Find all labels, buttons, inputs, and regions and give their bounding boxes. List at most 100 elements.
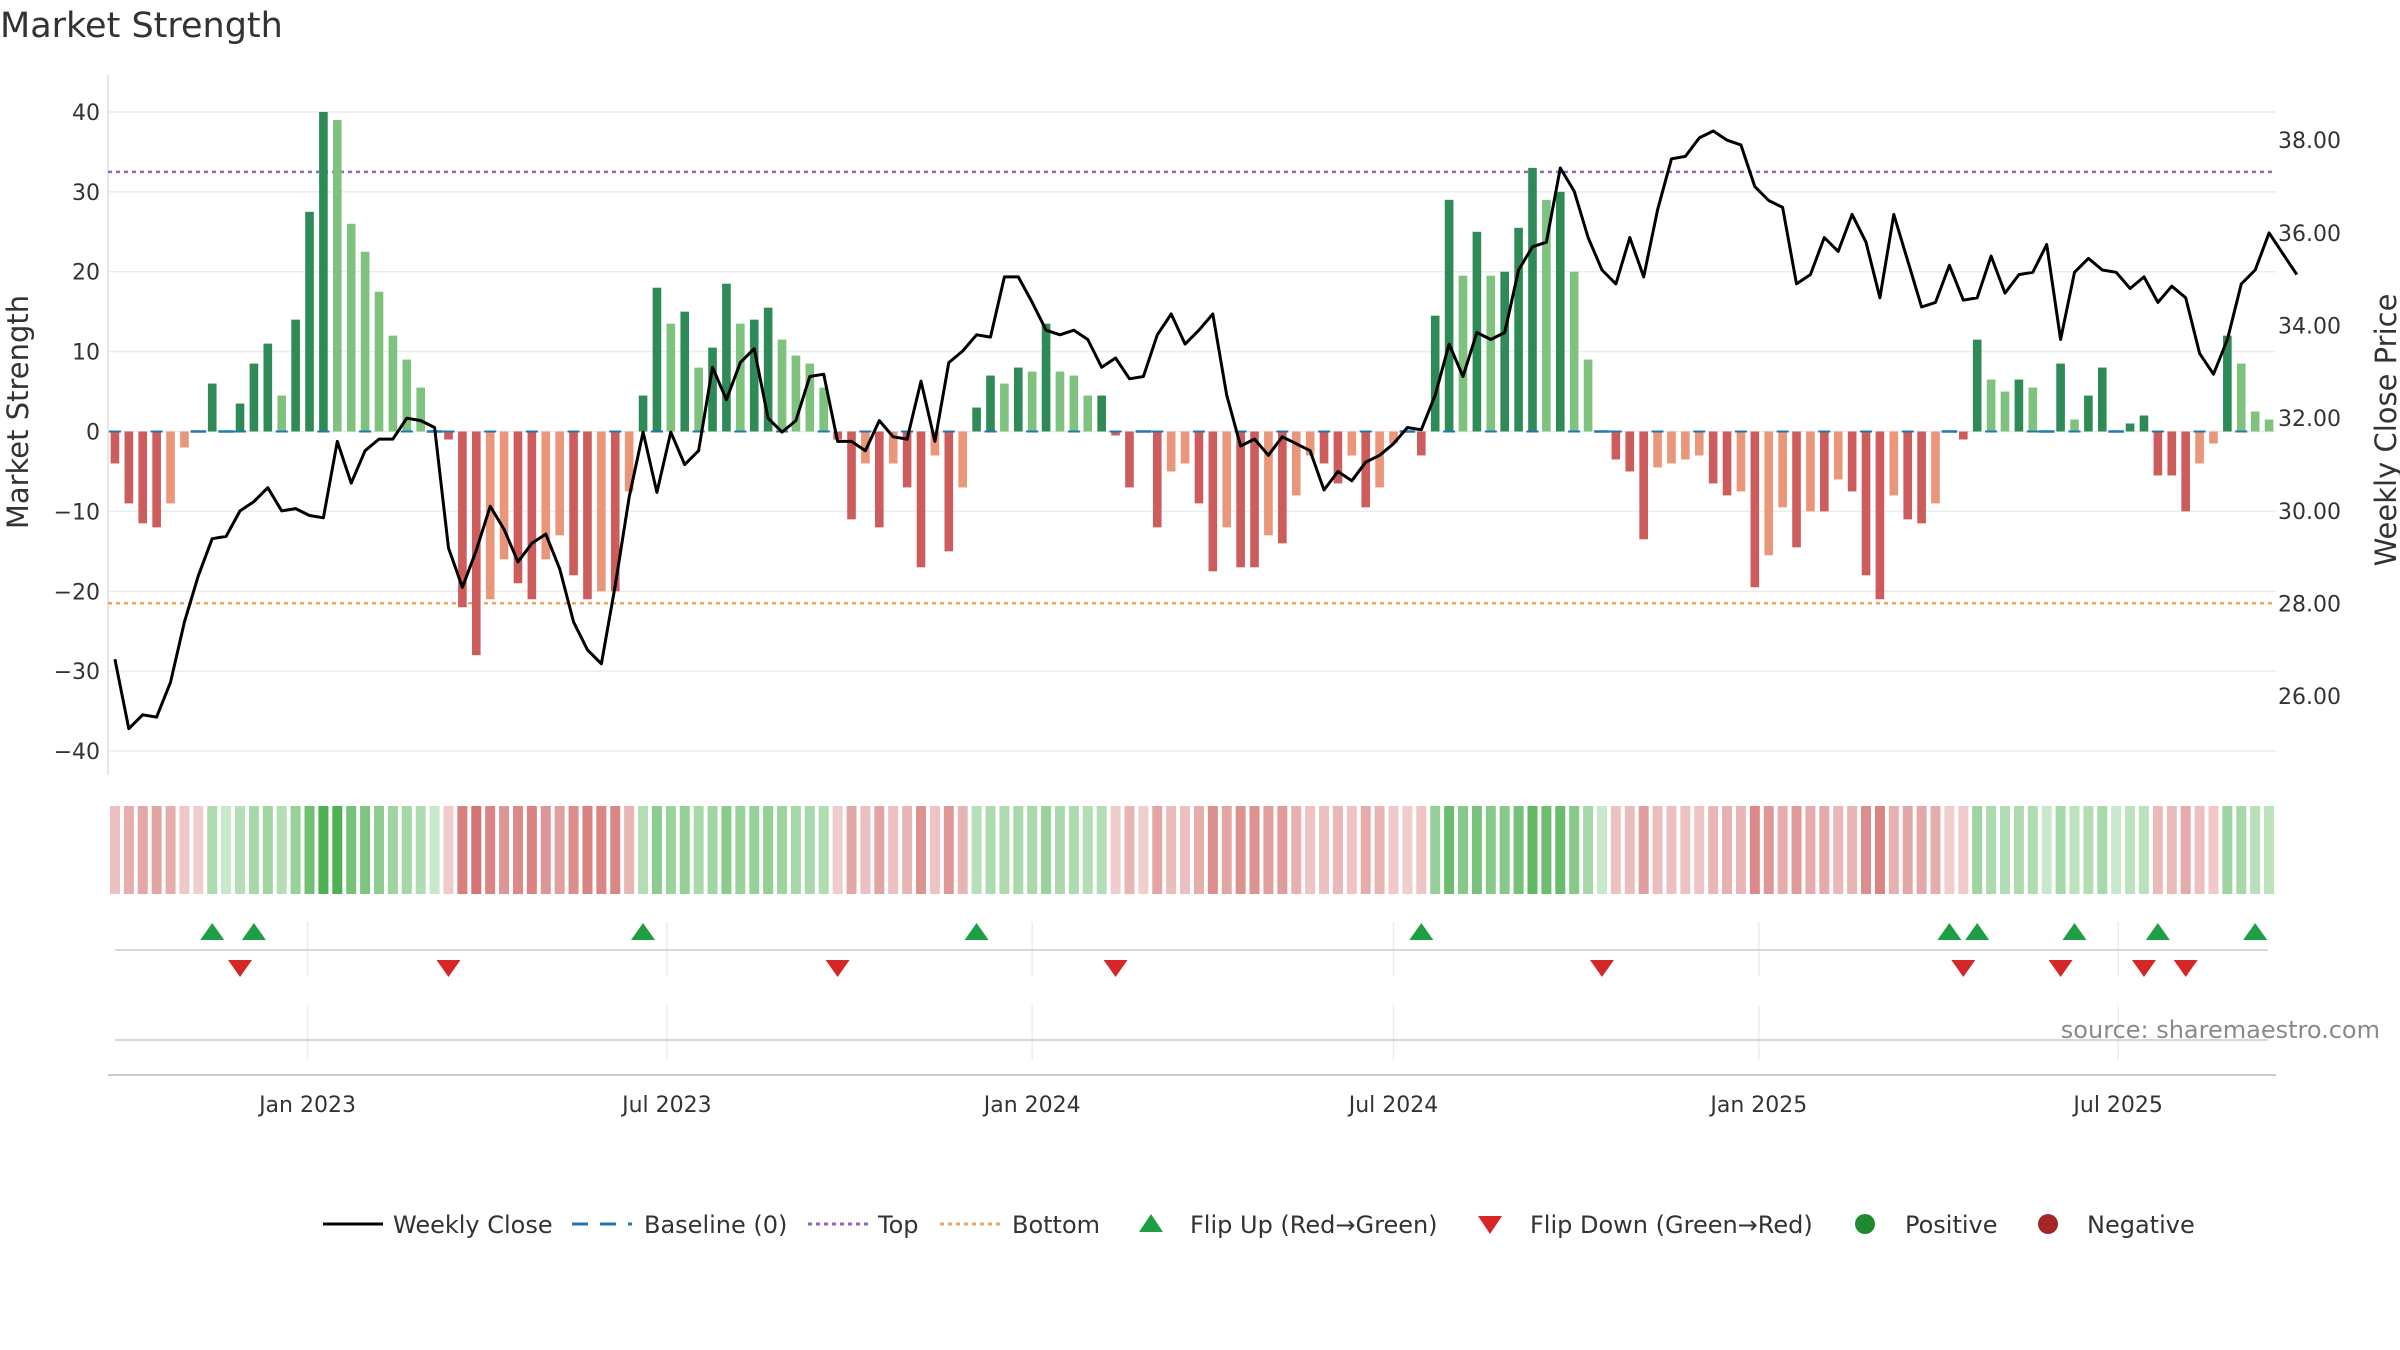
legend-negative-swatch [2038, 1214, 2058, 1234]
heat-cell [1763, 806, 1774, 894]
heat-cell [2138, 806, 2149, 894]
strength-bar [2139, 415, 2149, 432]
heat-cell [1596, 806, 1607, 894]
strength-bar [416, 387, 426, 432]
strength-bar [694, 367, 703, 432]
heat-cell [193, 806, 204, 894]
heat-cell [860, 806, 871, 894]
heat-cell [1430, 806, 1441, 894]
strength-bar [819, 387, 829, 432]
strength-bar [527, 431, 537, 600]
heat-cell [1652, 806, 1663, 894]
heat-cell [915, 806, 927, 894]
x-tick-label: Jul 2025 [2071, 1093, 2163, 1118]
heat-cell [1207, 806, 1218, 894]
flip-down-marker [1951, 960, 1976, 977]
left-tick-label: 0 [86, 420, 100, 445]
heat-cell [1944, 806, 1955, 894]
strength-bar [1736, 431, 1746, 492]
heat-cell [2222, 806, 2233, 894]
heat-cell [1416, 806, 1427, 894]
strength-bar [1486, 275, 1496, 432]
heat-cell [2069, 806, 2080, 894]
left-tick-label: 30 [72, 181, 100, 206]
heat-cell [415, 806, 426, 894]
heat-cell [1068, 806, 1079, 894]
x-tick-label: Jul 2024 [1347, 1093, 1439, 1118]
legend: Weekly Close Baseline (0) Top Bottom Flip Up… [323, 1211, 2195, 1239]
legend-label: Baseline (0) [644, 1211, 787, 1239]
strength-bar [2195, 431, 2204, 464]
right-tick-label: 30.00 [2278, 500, 2341, 525]
heat-cell [1388, 806, 1399, 894]
right-tick-label: 38.00 [2278, 129, 2341, 154]
weekly-close-line [113, 129, 2299, 731]
heat-cell [1972, 806, 1983, 894]
heat-cell [1444, 806, 1455, 894]
source-label: source: sharemaestro.com [2061, 1016, 2380, 1044]
strength-bar [1361, 431, 1371, 508]
heat-cell [1791, 806, 1802, 894]
flip-up-marker [631, 923, 656, 940]
heat-cell [2097, 806, 2108, 894]
heat-cell [2236, 806, 2247, 894]
flip-up-marker [241, 923, 266, 940]
heat-cell [1527, 806, 1538, 894]
flip-down-marker [436, 960, 461, 977]
heat-cell [1847, 806, 1858, 894]
close-line-layer [113, 129, 2299, 731]
heat-cell [818, 806, 829, 894]
strength-bar [2097, 367, 2107, 432]
heat-cell [693, 806, 704, 894]
heat-cell [2152, 806, 2163, 894]
strength-bar [1569, 271, 1579, 432]
heat-cell [1457, 806, 1469, 894]
strength-bar [1583, 359, 1593, 432]
heat-cell [1499, 806, 1510, 894]
heat-cell [651, 806, 662, 894]
strength-bar [805, 363, 815, 432]
strength-bar [2209, 431, 2218, 444]
heat-cell [109, 806, 120, 894]
strength-bar [1444, 199, 1454, 432]
heat-cell [1638, 806, 1649, 894]
strength-bar [263, 343, 273, 432]
heat-cell [165, 806, 176, 894]
grid-layer [107, 75, 2276, 1076]
strength-bar [471, 431, 481, 656]
heat-cell [2083, 806, 2094, 894]
strength-bar [1750, 431, 1760, 588]
strength-bar [1264, 431, 1273, 536]
heat-cell [1193, 806, 1204, 894]
heat-cell [1680, 806, 1691, 894]
strength-bar [360, 251, 370, 432]
heat-cell [1041, 806, 1052, 894]
left-tick-label: −40 [54, 740, 100, 765]
strength-heat-strip [109, 806, 2275, 894]
heat-cell [485, 806, 496, 894]
strength-bar [791, 355, 801, 432]
strength-bar [1389, 431, 1398, 444]
strength-bar [249, 363, 259, 432]
strength-bar [1528, 167, 1537, 432]
axis-layer: Market Strength Weekly Close Price 40 30 2… [1, 101, 2400, 1118]
heat-cell [610, 806, 621, 894]
heat-cell [1805, 806, 1816, 894]
legend-label: Flip Down (Green→Red) [1530, 1211, 1813, 1239]
heat-cell [679, 806, 690, 894]
strength-bar [1152, 431, 1162, 528]
strength-bar [1055, 371, 1065, 432]
strength-bar [1708, 431, 1718, 484]
heat-cell [1930, 806, 1941, 894]
heat-cell [1958, 806, 1969, 894]
heat-cell [387, 806, 398, 894]
strength-bar [1514, 227, 1523, 432]
left-axis-title: Market Strength [1, 295, 35, 529]
strength-bar [1347, 431, 1357, 456]
strength-bar [1667, 431, 1676, 464]
strength-bar [1625, 431, 1635, 472]
heat-cell [2125, 806, 2136, 894]
left-tick-label: 10 [72, 341, 100, 366]
heat-cell [749, 806, 760, 894]
flip-up-marker [200, 923, 225, 940]
